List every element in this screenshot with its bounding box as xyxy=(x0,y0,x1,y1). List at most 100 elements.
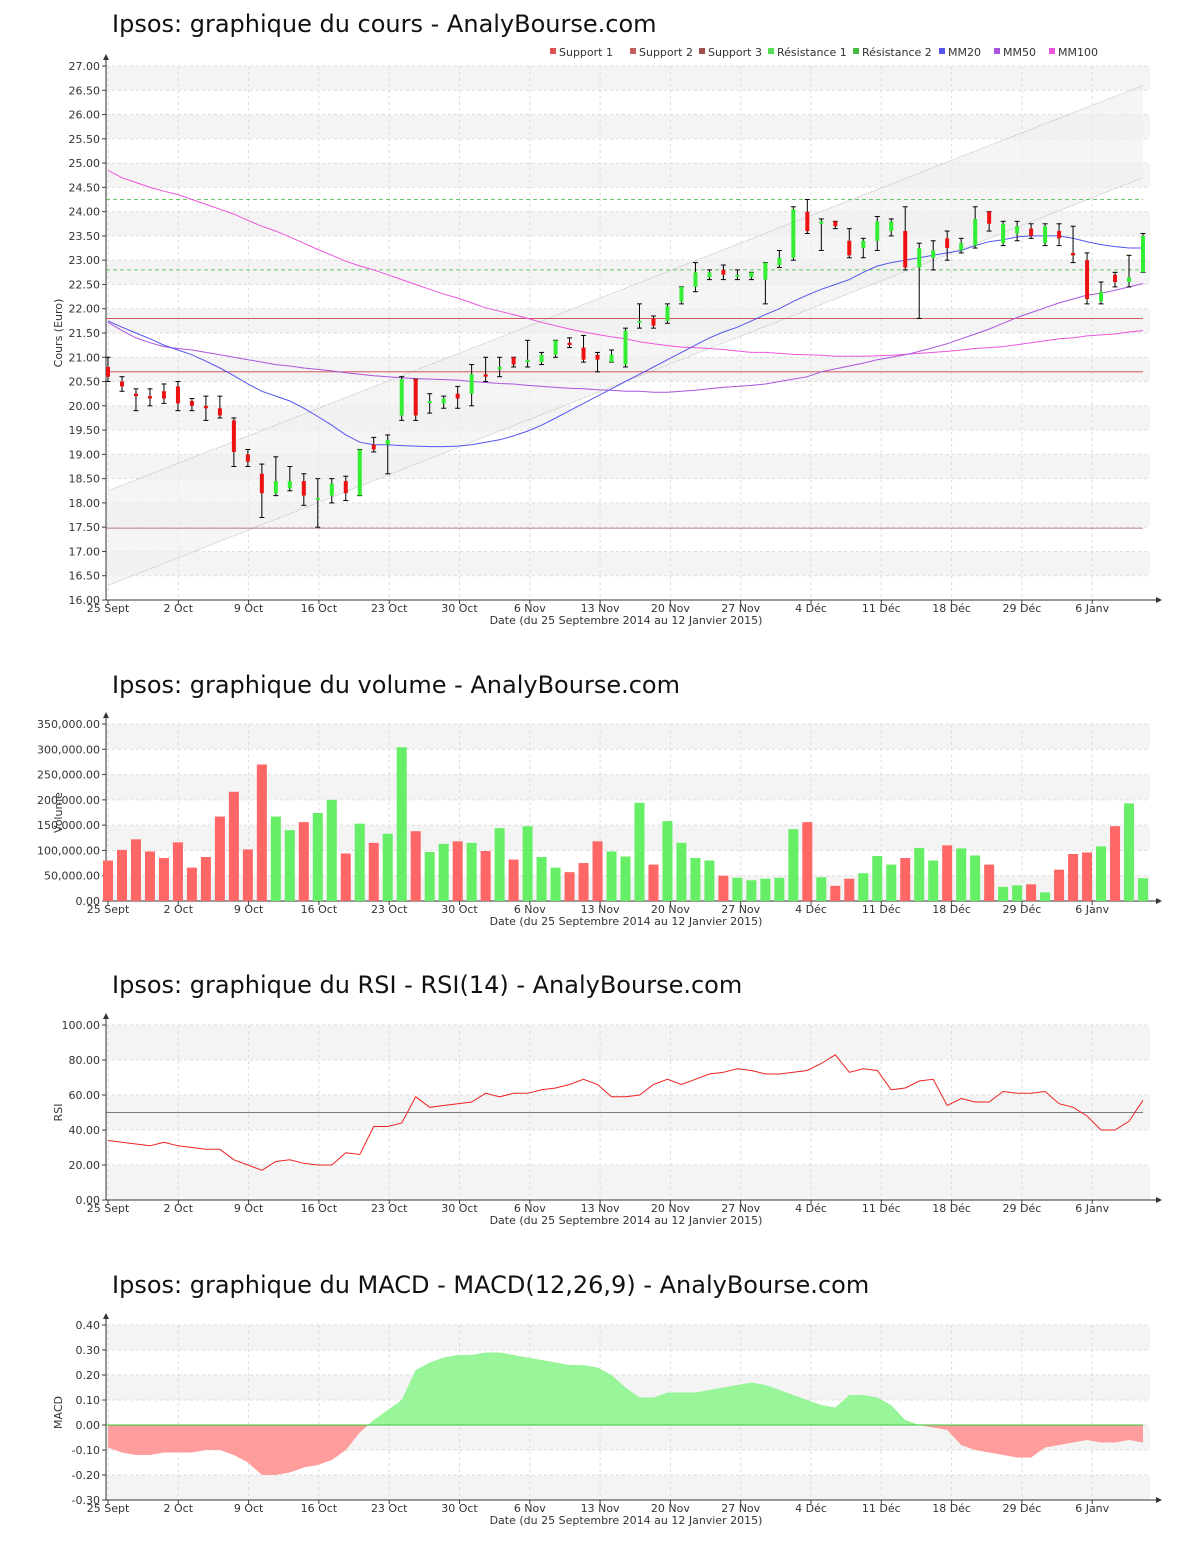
x-tick-label: 9 Oct xyxy=(234,602,264,615)
candle-body xyxy=(1085,260,1090,300)
x-tick-label: 18 Déc xyxy=(932,903,971,916)
volume-bar xyxy=(382,833,393,901)
volume-bar xyxy=(158,858,169,901)
candle-body xyxy=(1015,226,1020,234)
volume-bar xyxy=(550,867,561,901)
candle-body xyxy=(623,330,628,365)
volume-bar xyxy=(620,856,631,901)
grid-band xyxy=(106,1350,1150,1375)
mm20-line xyxy=(107,235,1143,448)
volume-bar xyxy=(718,875,729,901)
x-tick-label: 4 Déc xyxy=(795,1202,827,1215)
y-tick-label: 60.00 xyxy=(69,1089,101,1102)
x-tick-label: 18 Déc xyxy=(932,1502,971,1515)
grid-band xyxy=(106,114,1150,139)
x-tick-label: 30 Oct xyxy=(441,1502,478,1515)
volume-bar xyxy=(872,855,883,901)
price-chart: 27.00 26.50 26.00 25.50 25.00 24.50 24.00 23.50… xyxy=(52,46,1162,627)
volume-chart-title: Ipsos: graphique du volume - AnalyBourse… xyxy=(112,671,680,699)
grid-band xyxy=(106,1025,1150,1060)
volume-bar xyxy=(1068,853,1079,901)
x-tick-label: 29 Déc xyxy=(1003,903,1042,916)
volume-bar xyxy=(1026,884,1037,901)
volume-bar xyxy=(956,848,967,901)
candle-body xyxy=(483,374,488,377)
x-tick-label: 20 Nov xyxy=(651,1502,690,1515)
legend-swatch xyxy=(853,48,859,54)
candle-body xyxy=(1001,223,1006,244)
y-tick-label: 19.50 xyxy=(69,424,101,437)
y-tick-label: 19.00 xyxy=(69,448,101,461)
volume-bar xyxy=(760,878,771,901)
y-tick-label: 0.00 xyxy=(76,1419,101,1432)
macd-positive-area xyxy=(368,1352,920,1425)
grid-band xyxy=(106,1475,1150,1500)
legend-label: MM100 xyxy=(1058,46,1098,59)
y-tick-label: 23.50 xyxy=(69,230,101,243)
x-tick-label: 30 Oct xyxy=(441,1202,478,1215)
y-tick-label: 25.50 xyxy=(69,133,101,146)
volume-bar xyxy=(676,842,687,901)
candle-body xyxy=(945,238,950,249)
x-tick-label: 6 Janv xyxy=(1075,903,1109,916)
candle-body xyxy=(147,396,152,399)
legend-swatch xyxy=(630,48,636,54)
volume-bar xyxy=(564,872,575,901)
volume-bar xyxy=(1124,803,1135,901)
volume-bar xyxy=(746,880,757,901)
candle-body xyxy=(735,274,740,277)
x-axis-arrow xyxy=(1156,1497,1162,1503)
volume-bar xyxy=(984,864,995,901)
x-tick-label: 18 Déc xyxy=(932,602,971,615)
candle-body xyxy=(497,366,502,370)
grid-band xyxy=(106,90,1150,115)
volume-bar xyxy=(270,816,281,901)
y-tick-label: 0.20 xyxy=(76,1369,101,1382)
y-tick-label: 100,000.00 xyxy=(37,844,100,857)
volume-bar xyxy=(900,858,911,901)
x-tick-label: 16 Oct xyxy=(301,1502,338,1515)
rsi-chart-title: Ipsos: graphique du RSI - RSI(14) - Anal… xyxy=(112,971,743,999)
candle-body xyxy=(973,218,978,246)
y-tick-label: 23.00 xyxy=(69,254,101,267)
grid-band xyxy=(106,724,1150,750)
volume-bar xyxy=(214,816,225,901)
y-tick-label: 20.00 xyxy=(69,400,101,413)
candle-body xyxy=(665,306,670,321)
volume-bar xyxy=(424,851,435,901)
grid-band xyxy=(106,527,1150,552)
volume-bar xyxy=(788,829,799,901)
volume-bar xyxy=(326,799,337,901)
grid-band xyxy=(106,66,1150,91)
y-tick-label: -0.20 xyxy=(72,1469,100,1482)
x-axis-label: Date (du 25 Septembre 2014 au 12 Janvier… xyxy=(490,915,763,928)
x-axis-label: Date (du 25 Septembre 2014 au 12 Janvier… xyxy=(490,1514,763,1527)
y-tick-label: 18.50 xyxy=(69,473,101,486)
x-tick-label: 9 Oct xyxy=(234,1502,264,1515)
candle-body xyxy=(413,379,418,416)
volume-bar xyxy=(914,847,925,901)
y-tick-label: 80.00 xyxy=(69,1054,101,1067)
x-tick-label: 27 Nov xyxy=(721,903,760,916)
x-tick-label: 20 Nov xyxy=(651,1202,690,1215)
volume-bar xyxy=(662,821,673,901)
candle-body xyxy=(987,211,992,224)
candle-body xyxy=(441,398,446,404)
volume-bar xyxy=(312,813,323,901)
legend-swatch xyxy=(699,48,705,54)
x-tick-label: 6 Janv xyxy=(1075,1202,1109,1215)
legend-swatch xyxy=(939,48,945,54)
candle-body xyxy=(106,366,110,377)
volume-bar xyxy=(368,842,379,901)
y-tick-label: 150,000.00 xyxy=(37,819,100,832)
legend-label: Résistance 2 xyxy=(862,46,932,59)
y-tick-label: 300,000.00 xyxy=(37,743,100,756)
x-tick-label: 11 Déc xyxy=(862,903,901,916)
y-axis-label: Volume xyxy=(52,792,65,833)
y-tick-label: 18.00 xyxy=(69,497,101,510)
macd-chart-title: Ipsos: graphique du MACD - MACD(12,26,9)… xyxy=(112,1271,870,1299)
volume-bar xyxy=(858,873,869,901)
legend-label: Support 3 xyxy=(708,46,762,59)
x-tick-label: 11 Déc xyxy=(862,1502,901,1515)
